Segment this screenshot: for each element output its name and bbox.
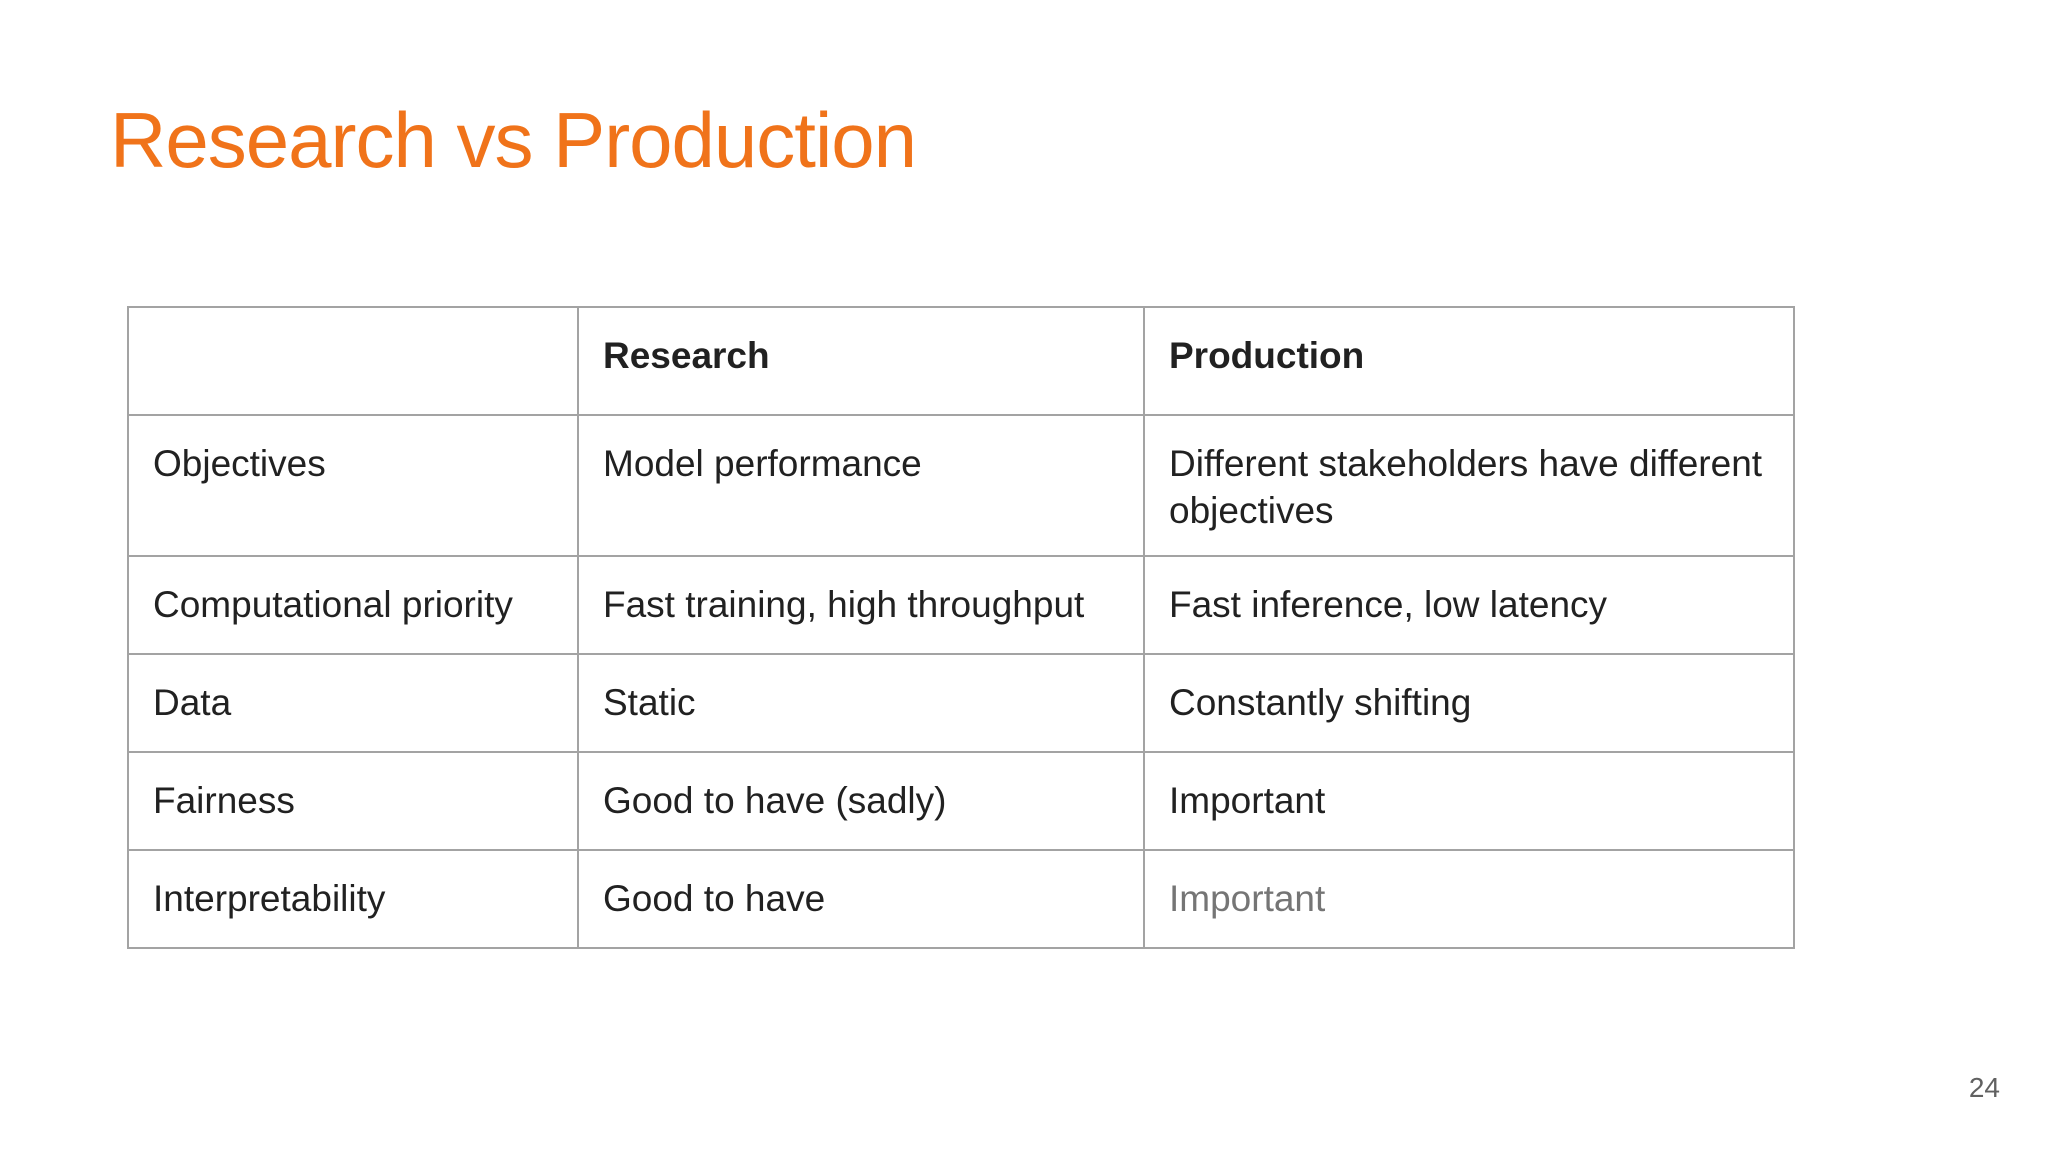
production-value-cell: Fast inference, low latency — [1143, 554, 1795, 655]
row-label-cell: Computational priority — [127, 554, 579, 655]
table-header-row: Research Production — [127, 306, 1795, 416]
row-label-cell: Fairness — [127, 750, 579, 851]
row-label-cell: Objectives — [127, 414, 579, 557]
page-title: Research vs Production — [110, 96, 917, 184]
research-value-cell: Good to have (sadly) — [577, 750, 1145, 851]
table-row: Computational priority Fast training, hig… — [127, 554, 1795, 655]
production-value-cell: Constantly shifting — [1143, 652, 1795, 753]
header-cell-production: Production — [1143, 306, 1795, 416]
comparison-table: Research Production Objectives Model perf… — [127, 306, 1795, 949]
table-row: Fairness Good to have (sadly) Important — [127, 750, 1795, 851]
production-value-cell: Important — [1143, 848, 1795, 949]
header-cell-empty — [127, 306, 579, 416]
production-value-cell: Important — [1143, 750, 1795, 851]
row-label-cell: Data — [127, 652, 579, 753]
production-value-cell: Different stakeholders have different ob… — [1143, 414, 1795, 557]
table-row: Objectives Model performance Different sta… — [127, 414, 1795, 557]
table-row: Interpretability Good to have Important — [127, 848, 1795, 949]
research-value-cell: Model performance — [577, 414, 1145, 557]
research-value-cell: Good to have — [577, 848, 1145, 949]
table-body: Objectives Model performance Different sta… — [127, 414, 1795, 949]
research-value-cell: Static — [577, 652, 1145, 753]
header-cell-research: Research — [577, 306, 1145, 416]
research-value-cell: Fast training, high throughput — [577, 554, 1145, 655]
table-row: Data Static Constantly shifting — [127, 652, 1795, 753]
row-label-cell: Interpretability — [127, 848, 579, 949]
page-number: 24 — [1968, 1072, 2000, 1103]
